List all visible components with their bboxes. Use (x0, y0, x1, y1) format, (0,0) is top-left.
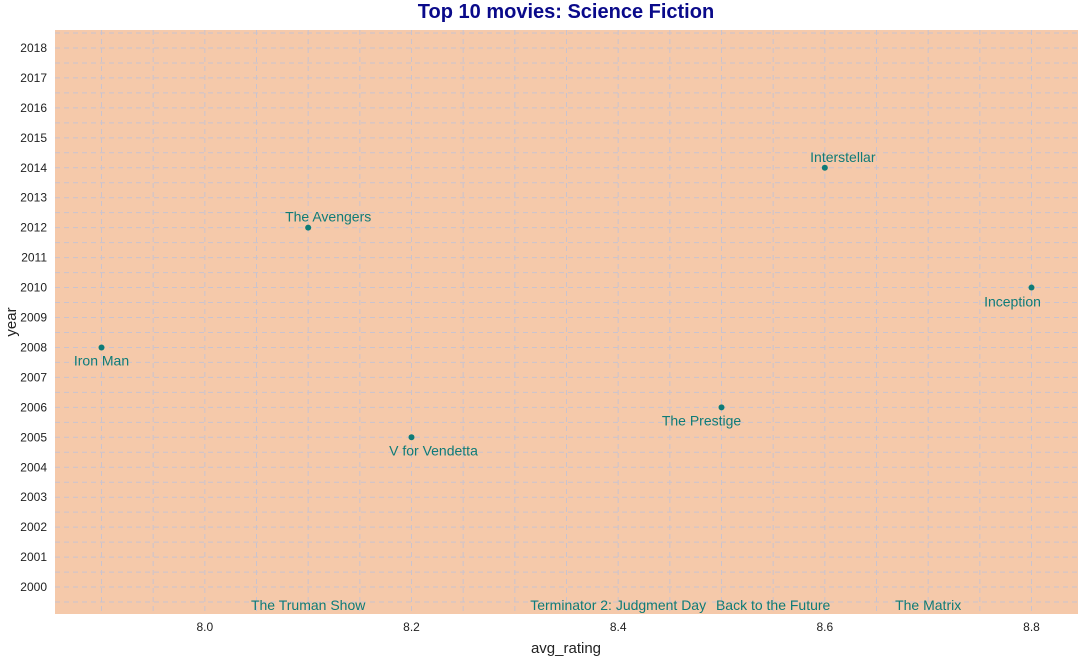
point-label: Inception (984, 294, 1041, 310)
y-tick-label: 2007 (20, 370, 47, 384)
y-tick-label: 2015 (20, 131, 47, 145)
point-label: Iron Man (74, 352, 129, 368)
y-tick-label: 2001 (20, 550, 47, 564)
point-labels: Iron Man The Avengers V for Vendetta The Pr… (74, 149, 1041, 613)
y-tick-label: 2009 (20, 311, 47, 325)
y-tick-label: 2017 (20, 71, 47, 85)
point-label: Interstellar (810, 149, 876, 165)
y-tick-label: 2010 (20, 281, 47, 295)
x-tick-label: 8.2 (403, 620, 420, 634)
y-tick-label: 2011 (21, 251, 47, 265)
y-tick-label: 2000 (20, 580, 47, 594)
x-tick-label: 8.4 (610, 620, 627, 634)
bottom-movie-label: The Matrix (895, 597, 961, 613)
y-axis-title: year (3, 307, 20, 336)
x-tick-label: 8.8 (1023, 620, 1040, 634)
y-tick-label: 2008 (20, 340, 47, 354)
data-point (305, 224, 312, 231)
x-tick-label: 8.6 (816, 620, 833, 634)
bottom-movie-label: Terminator 2: Judgment Day (530, 597, 706, 613)
y-tick-label: 2018 (20, 41, 47, 55)
data-point (408, 434, 415, 441)
y-tick-label: 2012 (20, 221, 47, 235)
y-tick-label: 2004 (20, 460, 47, 474)
y-tick-label: 2013 (20, 191, 47, 205)
point-label: The Avengers (285, 209, 371, 225)
y-tick-label: 2003 (20, 490, 47, 504)
data-points (98, 164, 1035, 441)
y-axis-ticks: 2000 2001 2002 2003 2004 2005 2006 2007 2008 2009… (20, 41, 47, 594)
y-tick-label: 2016 (20, 101, 47, 115)
y-tick-label: 2014 (20, 161, 47, 175)
y-tick-label: 2006 (20, 400, 47, 414)
y-tick-label: 2005 (20, 430, 47, 444)
y-tick-label: 2002 (20, 520, 47, 534)
data-point (718, 404, 725, 411)
x-axis-ticks: 8.0 8.2 8.4 8.6 8.8 (196, 620, 1040, 634)
bottom-movie-label: The Truman Show (251, 597, 366, 613)
point-label: V for Vendetta (389, 442, 478, 458)
data-point (821, 164, 828, 171)
x-tick-label: 8.0 (196, 620, 213, 634)
bottom-movie-label: Back to the Future (716, 597, 831, 613)
point-label: The Prestige (662, 412, 742, 428)
data-point (1028, 284, 1035, 291)
data-point (98, 344, 105, 351)
grid-lines (55, 30, 1078, 614)
x-axis-title: avg_rating (531, 640, 601, 657)
chart-title: Top 10 movies: Science Fiction (418, 1, 714, 23)
